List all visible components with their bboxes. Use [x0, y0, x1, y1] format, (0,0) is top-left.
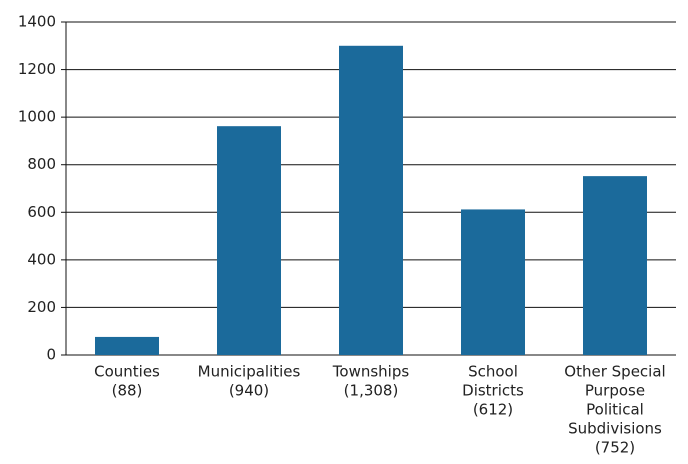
- x-tick-label: (88): [112, 382, 143, 400]
- y-tick-label: 400: [27, 250, 56, 268]
- x-tick-label: (612): [473, 401, 513, 419]
- bar: [461, 209, 525, 355]
- bar: [339, 45, 403, 356]
- y-tick-label: 200: [27, 298, 56, 316]
- y-tick-label: 0: [46, 346, 56, 364]
- y-tick-label: 800: [27, 155, 56, 173]
- x-tick-label: Municipalities: [198, 363, 301, 381]
- x-tick-label: Subdivisions: [568, 420, 662, 438]
- bar: [95, 336, 159, 355]
- x-tick-label: Districts: [462, 382, 524, 400]
- x-tick-label: (940): [229, 382, 269, 400]
- y-tick-label: 1000: [18, 108, 56, 126]
- y-tick-label: 600: [27, 203, 56, 221]
- y-tick-label: 1200: [18, 60, 56, 78]
- y-tick-label: 1400: [18, 13, 56, 31]
- x-tick-label: Political: [586, 401, 644, 419]
- x-tick-label: School: [468, 363, 518, 381]
- x-tick-label: Purpose: [585, 382, 645, 400]
- x-tick-label: (1,308): [344, 382, 399, 400]
- x-tick-label: Townships: [332, 363, 410, 381]
- x-tick-label: Other Special: [564, 363, 665, 381]
- bar: [583, 176, 647, 355]
- bar: [217, 126, 281, 355]
- x-tick-label: (752): [595, 439, 635, 457]
- x-tick-label: Counties: [94, 363, 160, 381]
